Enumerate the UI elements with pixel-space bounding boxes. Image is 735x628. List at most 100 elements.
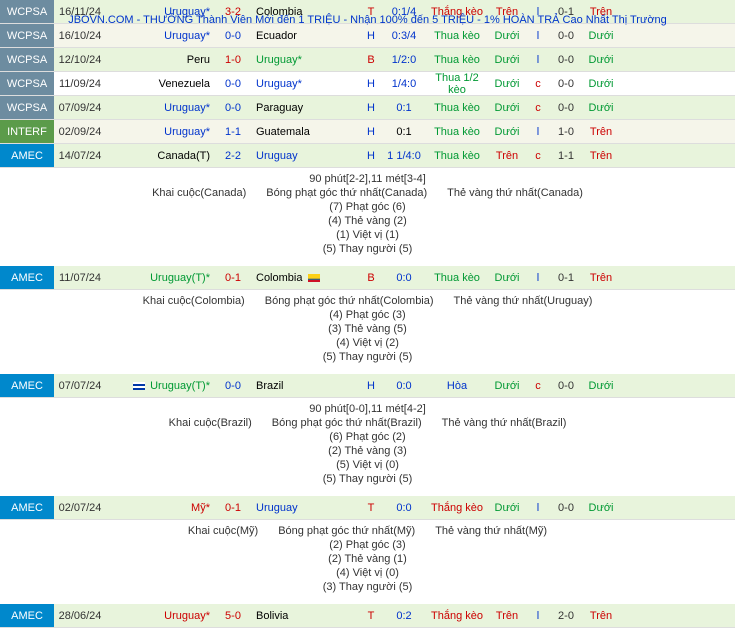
match-row[interactable]: AMEC11/07/24Uruguay(T)*0-1Colombia B0:0T… <box>0 266 735 290</box>
away-team[interactable]: Uruguay* <box>252 78 360 90</box>
score[interactable]: 5-0 <box>214 610 252 622</box>
home-team[interactable]: Venezuela <box>106 78 214 90</box>
score[interactable]: 1-1 <box>214 126 252 138</box>
keo-result: Thắng kèo <box>426 610 488 622</box>
home-team[interactable]: Uruguay* <box>106 30 214 42</box>
ht-score: 0-0 <box>550 380 582 392</box>
keo-result: Thua kèo <box>426 272 488 284</box>
competition-badge: AMEC <box>0 266 54 289</box>
home-team[interactable]: Uruguay(T)* <box>106 272 214 284</box>
away-team[interactable]: Guatemala <box>252 126 360 138</box>
indicator: l <box>526 30 550 42</box>
match-row[interactable]: WCPSA11/09/24Venezuela0-0Uruguay*H1/4:0T… <box>0 72 735 96</box>
ht-over-under: Trên <box>582 610 620 622</box>
score[interactable]: 2-2 <box>214 150 252 162</box>
indicator: c <box>526 150 550 162</box>
ht-score: 0-1 <box>550 272 582 284</box>
ht-over-under: Dưới <box>582 380 620 392</box>
ht-over-under: Dưới <box>582 78 620 90</box>
result-letter: H <box>360 380 382 392</box>
indicator: c <box>526 78 550 90</box>
match-row[interactable]: INTERF02/09/24Uruguay*1-1GuatemalaH0:1Th… <box>0 120 735 144</box>
score[interactable]: 0-0 <box>214 30 252 42</box>
competition-badge: WCPSA <box>0 96 54 119</box>
handicap-odds: 0:0 <box>382 380 426 392</box>
competition-badge: INTERF <box>0 120 54 143</box>
ht-score: 0-0 <box>550 30 582 42</box>
match-date: 16/10/24 <box>54 30 106 42</box>
keo-result: Thua kèo <box>426 54 488 66</box>
handicap-odds: 0:3/4 <box>382 30 426 42</box>
ht-over-under: Dưới <box>582 30 620 42</box>
score[interactable]: 0-0 <box>214 380 252 392</box>
match-date: 28/06/24 <box>54 610 106 622</box>
handicap-odds: 0:2 <box>382 610 426 622</box>
detail-block-2: Khai cuộc(Colombia)Bóng phạt góc thứ nhấ… <box>0 290 735 374</box>
ht-score: 0-0 <box>550 502 582 514</box>
match-row[interactable]: AMEC02/07/24Mỹ*0-1UruguayT0:0Thắng kèoDư… <box>0 496 735 520</box>
match-date: 07/09/24 <box>54 102 106 114</box>
away-team[interactable]: Uruguay <box>252 502 360 514</box>
away-team[interactable]: Brazil <box>252 380 360 392</box>
score[interactable]: 0-0 <box>214 102 252 114</box>
handicap-odds: 1 1/4:0 <box>382 150 426 162</box>
ht-over-under: Trên <box>582 150 620 162</box>
ht-score: 0-0 <box>550 102 582 114</box>
keo-result: Thua kèo <box>426 150 488 162</box>
home-team[interactable]: Uruguay(T)* <box>106 380 214 392</box>
result-letter: H <box>360 150 382 162</box>
match-row[interactable]: WCPSA07/09/24Uruguay*0-0ParaguayH0:1Thua… <box>0 96 735 120</box>
home-team[interactable]: Peru <box>106 54 214 66</box>
away-team[interactable]: Uruguay* <box>252 54 360 66</box>
away-team[interactable]: Ecuador <box>252 30 360 42</box>
score[interactable]: 0-1 <box>214 272 252 284</box>
over-under: Dưới <box>488 272 526 284</box>
indicator: c <box>526 102 550 114</box>
match-date: 11/07/24 <box>54 272 106 284</box>
ht-over-under: Dưới <box>582 502 620 514</box>
keo-result: Thua kèo <box>426 126 488 138</box>
handicap-odds: 1/4:0 <box>382 78 426 90</box>
score[interactable]: 0-0 <box>214 78 252 90</box>
promo-banner[interactable]: JBOVN.COM - THƯỞNG Thành Viên Mới đến 1 … <box>68 14 667 26</box>
over-under: Trên <box>488 150 526 162</box>
competition-badge: AMEC <box>0 374 54 397</box>
result-letter: B <box>360 54 382 66</box>
ht-score: 1-1 <box>550 150 582 162</box>
away-team[interactable]: Uruguay <box>252 150 360 162</box>
indicator: l <box>526 502 550 514</box>
home-team[interactable]: Canada(T) <box>106 150 214 162</box>
detail-block-4: Khai cuộc(Mỹ)Bóng phạt góc thứ nhất(Mỹ)T… <box>0 520 735 604</box>
home-team[interactable]: Uruguay* <box>106 102 214 114</box>
indicator: l <box>526 126 550 138</box>
match-row[interactable]: AMEC14/07/24Canada(T)2-2UruguayH1 1/4:0T… <box>0 144 735 168</box>
handicap-odds: 0:1 <box>382 126 426 138</box>
home-team[interactable]: Uruguay* <box>106 610 214 622</box>
match-row[interactable]: AMEC07/07/24 Uruguay(T)*0-0BrazilH0:0Hòa… <box>0 374 735 398</box>
result-letter: T <box>360 610 382 622</box>
home-team[interactable]: Uruguay* <box>106 126 214 138</box>
score[interactable]: 0-1 <box>214 502 252 514</box>
ht-score: 0-0 <box>550 78 582 90</box>
over-under: Dưới <box>488 380 526 392</box>
match-row[interactable]: AMEC28/06/24Uruguay*5-0BoliviaT0:2Thắng … <box>0 604 735 628</box>
detail-block-3: 90 phút[0-0],11 mét[4-2] Khai cuộc(Brazi… <box>0 398 735 496</box>
away-team[interactable]: Paraguay <box>252 102 360 114</box>
keo-result: Thua kèo <box>426 102 488 114</box>
home-team[interactable]: Mỹ* <box>106 502 214 514</box>
keo-result: Hòa <box>426 380 488 392</box>
score[interactable]: 1-0 <box>214 54 252 66</box>
away-team[interactable]: Bolivia <box>252 610 360 622</box>
keo-result: Thắng kèo <box>426 502 488 514</box>
over-under: Dưới <box>488 126 526 138</box>
result-letter: H <box>360 78 382 90</box>
away-team[interactable]: Colombia <box>252 272 360 284</box>
handicap-odds: 0:0 <box>382 502 426 514</box>
match-date: 02/09/24 <box>54 126 106 138</box>
over-under: Dưới <box>488 30 526 42</box>
result-letter: H <box>360 102 382 114</box>
match-row[interactable]: WCPSA12/10/24Peru1-0Uruguay*B1/2:0Thua k… <box>0 48 735 72</box>
ht-score: 0-0 <box>550 54 582 66</box>
handicap-odds: 1/2:0 <box>382 54 426 66</box>
result-letter: H <box>360 30 382 42</box>
